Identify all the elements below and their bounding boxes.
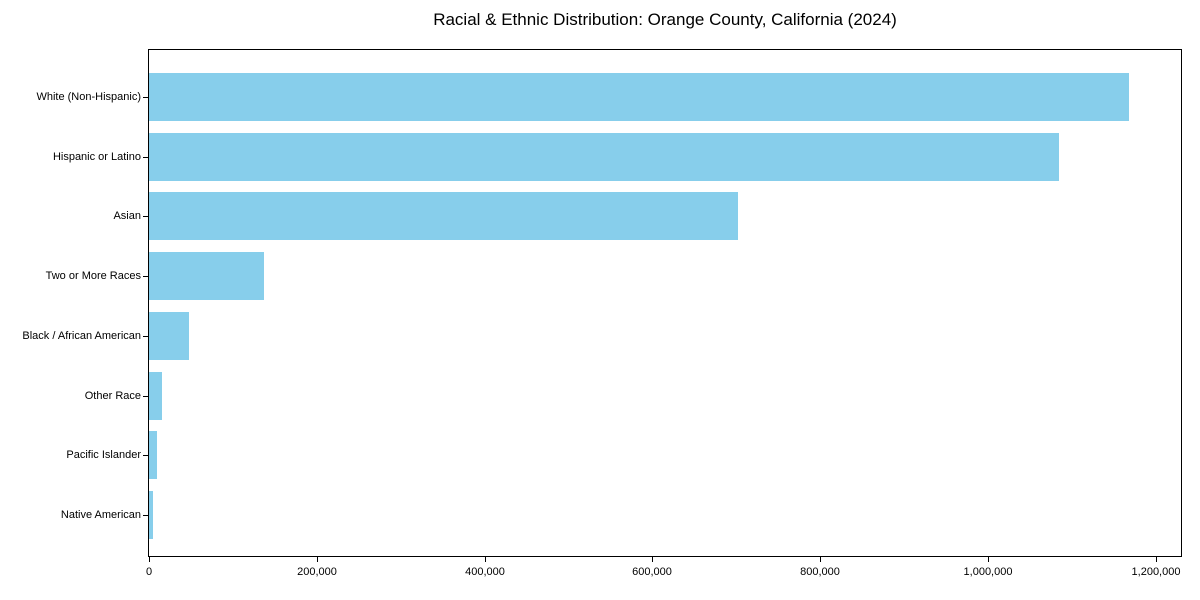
y-tick-mark [143,336,148,337]
x-tick-label: 200,000 [297,566,337,578]
bar [149,132,1059,181]
y-tick-label: Native American [60,509,141,521]
x-tick-label: 0 [145,566,153,578]
y-tick-label: White (Non-Hispanic) [36,91,141,103]
x-tick-mark [988,557,989,562]
y-tick-mark [143,157,148,158]
bar [149,73,1129,121]
bar [149,490,153,539]
y-tick-mark [143,97,148,98]
x-tick-mark [149,557,150,562]
y-tick-mark [143,396,148,397]
y-tick-mark [143,455,148,456]
x-tick-label: 1,200,000 [1131,566,1181,578]
bar [149,192,738,241]
y-tick-label: Pacific Islander [66,449,141,461]
y-tick-mark [143,515,148,516]
bar [149,371,162,420]
bar [149,431,157,480]
x-tick-mark [1156,557,1157,562]
y-tick-label: Hispanic or Latino [52,151,141,163]
bar [149,252,264,301]
x-tick-label: 600,000 [632,566,672,578]
x-tick-label: 800,000 [800,566,840,578]
x-tick-label: 1,000,000 [963,566,1013,578]
y-tick-mark [143,276,148,277]
y-tick-label: Asian [113,210,141,222]
y-tick-label: Other Race [84,390,141,402]
x-tick-mark [317,557,318,562]
y-tick-label: Black / African American [22,330,141,342]
x-tick-mark [485,557,486,562]
y-tick-mark [143,216,148,217]
plot-area [148,49,1182,557]
bar [149,311,189,360]
chart-title: Racial & Ethnic Distribution: Orange Cou… [433,10,897,29]
x-tick-mark [820,557,821,562]
x-tick-label: 400,000 [465,566,505,578]
y-tick-label: Two or More Races [45,270,141,282]
x-tick-mark [652,557,653,562]
